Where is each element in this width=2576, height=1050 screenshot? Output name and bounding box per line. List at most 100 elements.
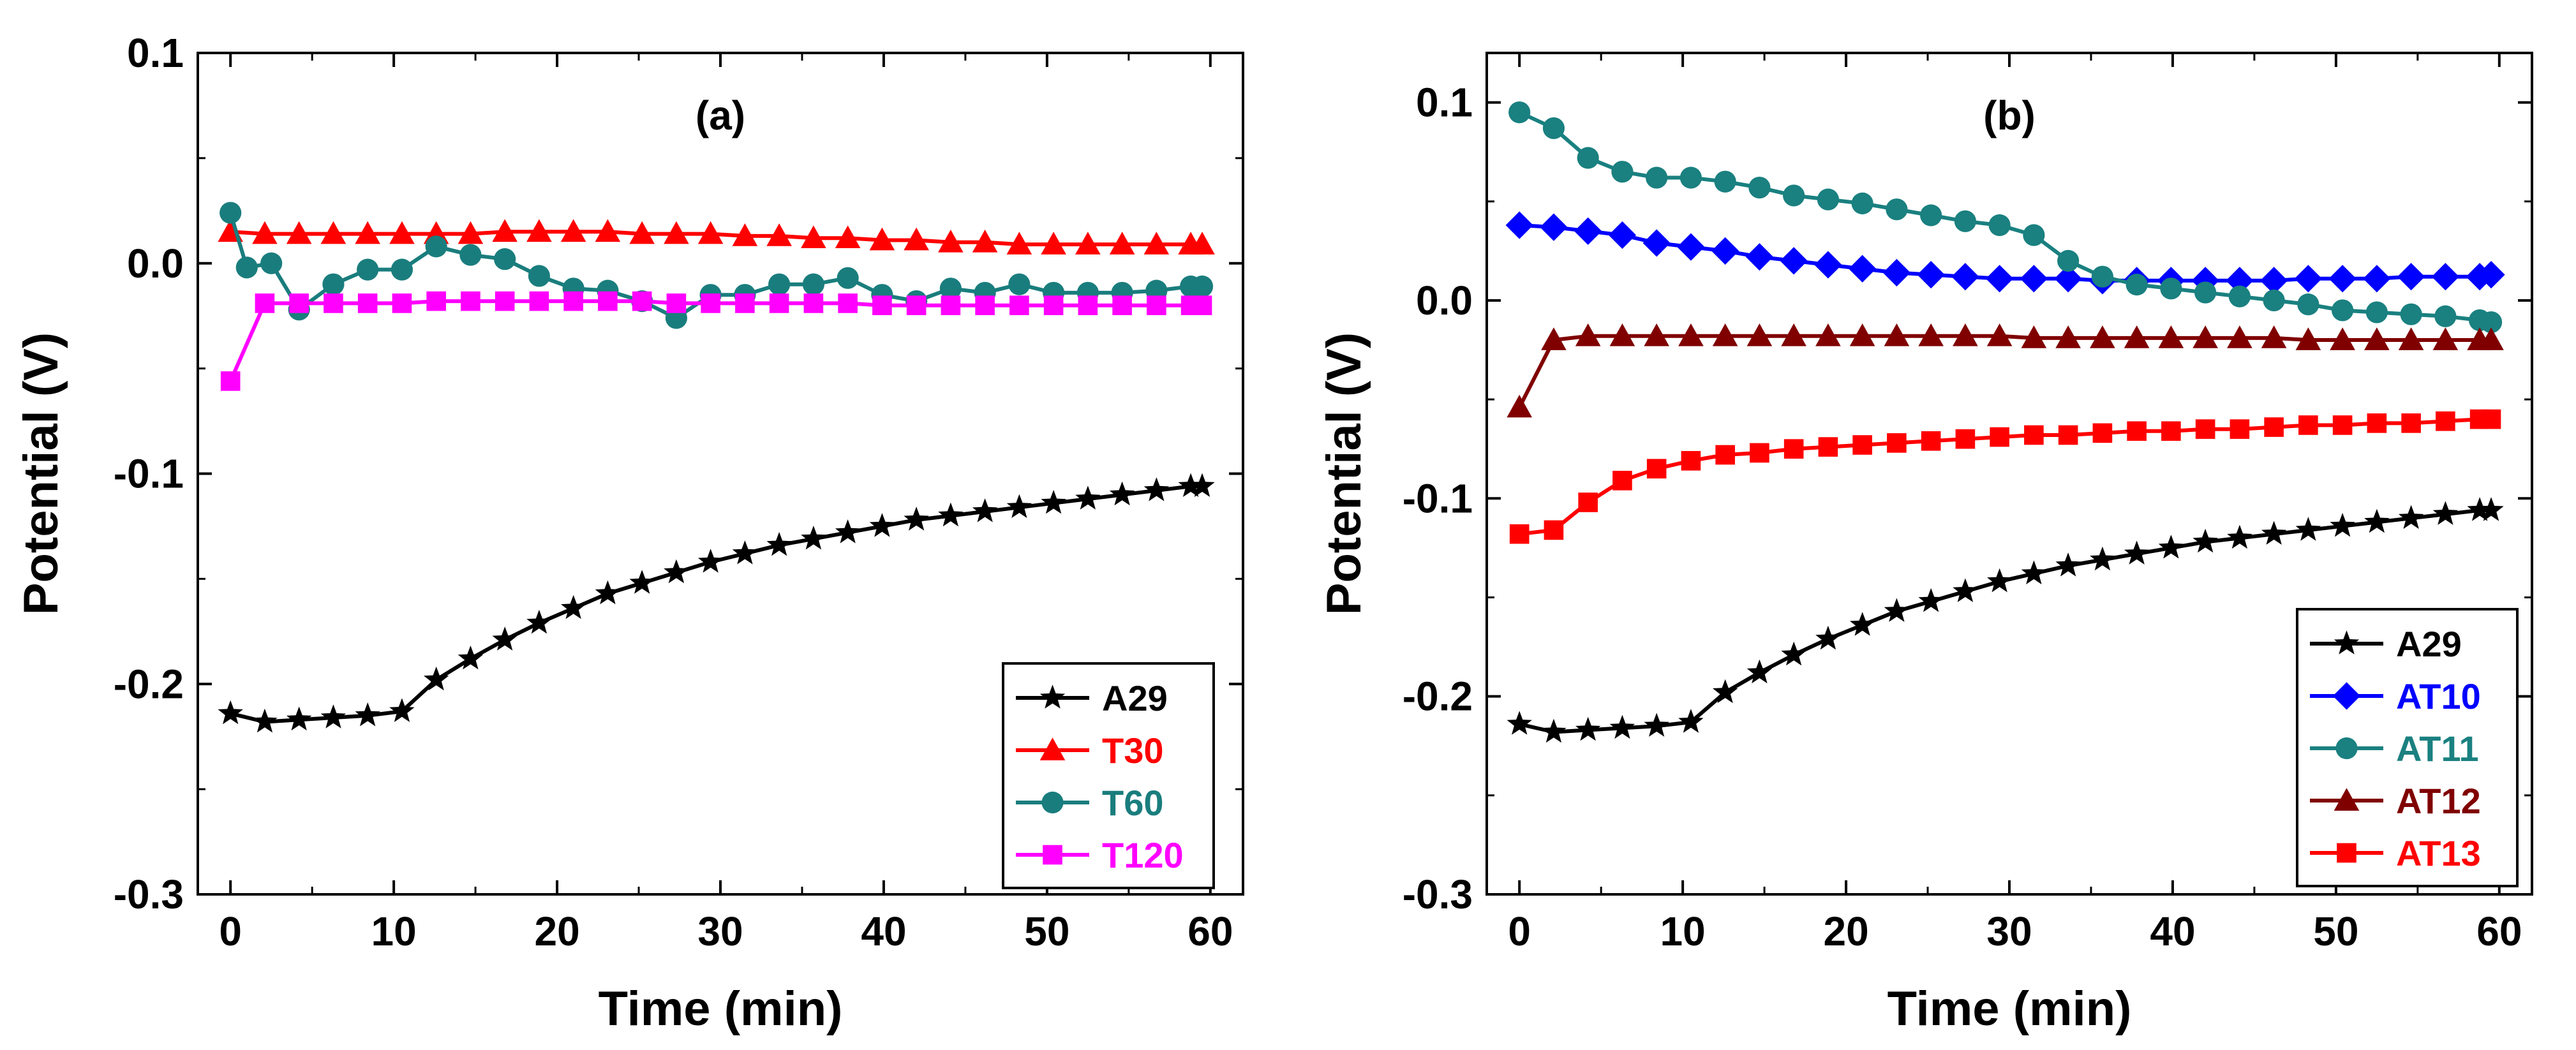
data-point-t120 (906, 295, 927, 315)
legend-label: T120 (1102, 835, 1184, 875)
data-point-t60 (528, 265, 551, 287)
data-point-t120 (289, 293, 309, 313)
data-point-t30 (595, 219, 621, 242)
data-point-at11 (1783, 184, 1805, 207)
series-a29 (1507, 497, 2504, 743)
data-point-at11 (2480, 311, 2503, 334)
data-point-at12 (1746, 323, 1773, 346)
data-point-t120 (563, 291, 583, 311)
data-point-a29 (1507, 711, 1532, 735)
data-point-at10 (1849, 255, 1877, 283)
data-point-a29 (1006, 494, 1032, 518)
data-point-at10 (1986, 265, 2014, 293)
data-point-t120 (1009, 295, 1029, 315)
data-point-t120 (941, 295, 961, 315)
data-point-a29 (1041, 490, 1066, 514)
data-point-t120 (1078, 295, 1098, 315)
data-point-t30 (766, 223, 792, 246)
data-point-a29 (1678, 709, 1704, 733)
data-point-at13 (2367, 413, 2387, 433)
data-point-at12 (2330, 327, 2355, 350)
data-point-at11 (2365, 301, 2388, 323)
data-point-at13 (1955, 429, 1976, 449)
x-tick-label: 40 (2150, 908, 2195, 954)
data-point-at13 (1646, 459, 1667, 479)
data-point-t30 (252, 221, 278, 244)
data-point-t30 (835, 225, 861, 249)
data-point-t120 (1043, 295, 1064, 315)
series-t120 (220, 291, 1212, 391)
x-tick-label: 0 (219, 908, 242, 954)
data-point-at10 (1917, 260, 1945, 289)
data-point-t30 (1189, 232, 1215, 255)
data-point-t60 (1008, 273, 1031, 295)
data-point-t60 (260, 252, 283, 274)
data-point-at12 (1884, 323, 1910, 346)
data-point-at11 (1817, 188, 1840, 211)
data-point-t30 (389, 221, 415, 244)
data-point-t120 (529, 291, 549, 311)
x-tick-label: 10 (371, 908, 417, 954)
data-point-t30 (869, 227, 895, 251)
data-point-at13 (1818, 437, 1838, 457)
legend-marker (2334, 788, 2360, 811)
data-point-at13 (2092, 423, 2113, 443)
data-point-at12 (1849, 323, 1875, 346)
data-point-at11 (2297, 293, 2319, 316)
data-point-at13 (1612, 471, 1632, 491)
data-point-a29 (2330, 513, 2355, 537)
x-tick-label: 10 (1660, 908, 1706, 954)
data-point-a29 (664, 559, 689, 584)
y-tick-label: 0.0 (1416, 277, 1473, 323)
data-point-a29 (1609, 714, 1635, 739)
data-point-at10 (1882, 258, 1911, 287)
series-at13 (1509, 409, 2501, 544)
data-point-a29 (2090, 546, 2115, 571)
data-point-at13 (1715, 445, 1735, 465)
data-point-at11 (1611, 161, 1634, 183)
data-point-at11 (1988, 214, 2011, 237)
data-point-a29 (320, 704, 346, 728)
data-point-at13 (2161, 421, 2181, 441)
data-point-t120 (803, 293, 824, 313)
x-tick-label: 30 (697, 908, 743, 954)
data-point-t30 (286, 221, 312, 244)
data-point-a29 (801, 526, 826, 550)
data-point-at11 (1577, 147, 1599, 169)
data-point-t30 (904, 227, 929, 251)
data-point-at12 (1781, 323, 1806, 346)
data-point-at10 (2363, 265, 2391, 293)
panel-label: (a) (696, 92, 745, 138)
data-point-a29 (2364, 508, 2390, 533)
data-point-at10 (2294, 265, 2322, 293)
data-point-a29 (492, 626, 517, 651)
data-point-t30 (629, 221, 655, 244)
legend-marker (2337, 843, 2356, 863)
legend-marker (2335, 737, 2358, 760)
data-point-at10 (1540, 213, 1568, 241)
data-point-a29 (287, 706, 312, 731)
data-point-t30 (526, 219, 552, 242)
legend-marker (2332, 682, 2361, 710)
data-point-a29 (1781, 641, 1806, 666)
data-point-t120 (495, 291, 515, 311)
data-point-at11 (2228, 285, 2251, 307)
data-point-a29 (2467, 497, 2492, 521)
legend-label: T60 (1102, 783, 1164, 823)
data-point-a29 (1075, 485, 1101, 510)
data-point-a29 (766, 531, 792, 556)
data-point-t30 (1143, 232, 1170, 255)
data-point-t60 (1191, 275, 1214, 298)
data-point-t120 (461, 291, 480, 311)
data-point-t120 (1147, 295, 1166, 315)
data-point-a29 (1189, 473, 1215, 497)
data-point-a29 (835, 519, 861, 543)
panel-label: (b) (1983, 92, 2036, 138)
data-point-a29 (1918, 588, 1944, 612)
data-point-t60 (837, 267, 859, 289)
data-point-at12 (2021, 325, 2047, 348)
data-point-at12 (2055, 325, 2081, 348)
series-t30 (218, 219, 1215, 255)
data-point-t120 (598, 291, 618, 311)
data-point-t120 (872, 295, 892, 315)
